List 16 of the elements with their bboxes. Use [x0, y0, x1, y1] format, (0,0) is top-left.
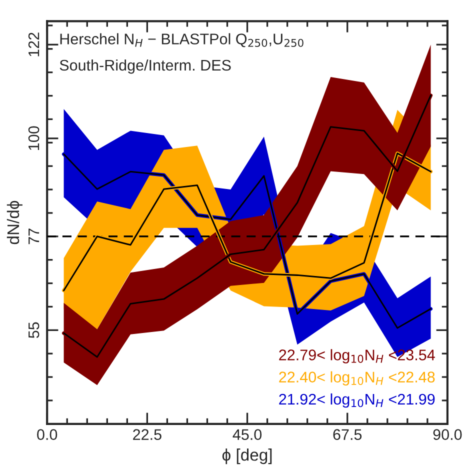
- x-tick-label: 0.0: [37, 429, 58, 440]
- text: South-Ridge/Interm. DES: [60, 59, 231, 74]
- text: 22.79< log$_{10}$N$_{H}$ <23.54: [279, 349, 435, 364]
- y-axis-title: dN/dϕ: [6, 200, 22, 244]
- text: Herschel N$_{H}$ − BLASTPol Q$_{250}$,U$_{250}$: [60, 33, 304, 48]
- x-tick-label: 90.0: [433, 429, 462, 440]
- text: 21.92< log$_{10}$N$_{H}$ <21.99: [279, 393, 435, 408]
- x-tick-label: 45.0: [232, 429, 262, 440]
- x-axis-title: ϕ [deg]: [222, 448, 272, 464]
- y-tick-label: 122: [28, 32, 40, 56]
- x-tick-label: 22.5: [133, 429, 162, 440]
- x-tick-label: 67.5: [333, 429, 362, 440]
- text: 22.40< log$_{10}$N$_{H}$ <22.48: [279, 371, 435, 386]
- y-tick-label: 55: [28, 322, 40, 338]
- y-tick-label: 77: [28, 228, 40, 244]
- y-tick-label: 100: [28, 126, 40, 150]
